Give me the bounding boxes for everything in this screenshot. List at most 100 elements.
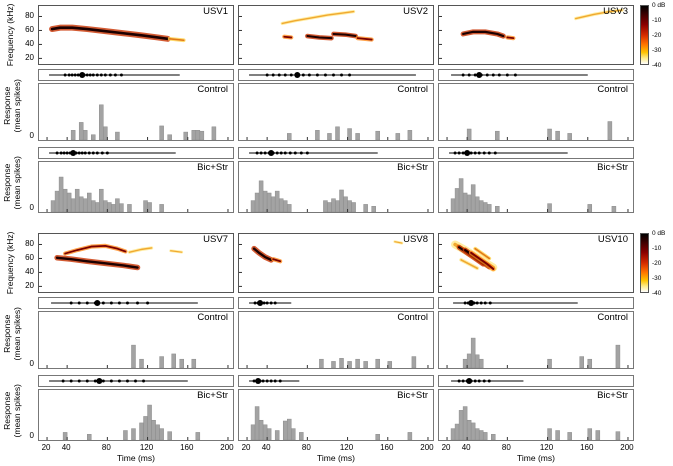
frequency-tick-marks [39, 15, 42, 59]
raster-median-dot [255, 378, 262, 384]
time-tick-marks [246, 209, 429, 212]
x-tick-label: 200 [420, 443, 434, 452]
raster-canvas [249, 300, 292, 306]
histogram-canvas [246, 356, 429, 368]
histogram-bars [70, 104, 217, 140]
x-tick-label: 80 [501, 443, 511, 452]
raster-dots [463, 300, 492, 306]
condition-label: Control [397, 84, 428, 95]
frequency-axis-label: Frequency (kHz) [5, 231, 16, 295]
raster-dots [255, 150, 309, 156]
x-tick-label: 40 [261, 443, 271, 452]
response-tick-label: 0 [29, 359, 34, 368]
bicstr-histogram-panel: Bic+Str [238, 389, 434, 441]
raster-median-dot [96, 378, 103, 384]
frequency-tick-marks [39, 243, 42, 287]
bicstr-histogram-panel: Bic+Str [438, 161, 634, 213]
frequency-tick-label: 20 [25, 53, 34, 63]
control-histogram-panel: Control [38, 311, 234, 369]
time-tick-marks [446, 137, 629, 140]
raster-canvas [249, 378, 300, 384]
control-raster-panel [438, 297, 634, 309]
control-raster-panel [238, 297, 434, 309]
control-histogram-panel: Control [438, 83, 634, 141]
usv-call-traces [460, 8, 624, 41]
frequency-tick-label: 80 [25, 239, 34, 249]
response-axis-label: Response (mean spikes) [2, 297, 23, 371]
raster-dots [63, 72, 123, 78]
raster-canvas [451, 378, 524, 384]
time-tick-marks [46, 437, 229, 440]
usv-call-traces [54, 243, 184, 271]
raster-canvas [51, 300, 198, 306]
bicstr-raster-panel [438, 375, 634, 387]
colorbar-gradient [640, 5, 649, 65]
histogram-canvas [246, 126, 429, 140]
usv-call-traces [251, 240, 404, 264]
raster-dots [265, 72, 352, 78]
raster-canvas [453, 300, 578, 306]
histogram-canvas [446, 178, 629, 212]
usv-label: USV8 [403, 234, 428, 245]
histogram-bars [462, 337, 621, 368]
raster-median-dot [70, 150, 77, 156]
usv-call-traces [49, 24, 186, 43]
colorbar-gradient [640, 233, 649, 293]
bicstr-raster-panel [238, 147, 434, 159]
usv-label: USV2 [403, 6, 428, 17]
spectrogram-canvas [239, 9, 374, 59]
bicstr-raster-panel [438, 147, 634, 159]
response-tick-label: 0 [29, 131, 34, 140]
x-tick-label: 200 [620, 443, 634, 452]
raster-canvas [249, 72, 416, 78]
histogram-canvas [446, 337, 629, 368]
raster-dots [253, 300, 277, 306]
histogram-bars [62, 404, 201, 440]
x-tick-label: 80 [101, 443, 111, 452]
usv-call-traces [451, 240, 498, 272]
histogram-bars [250, 406, 413, 440]
raster-dots [457, 378, 491, 384]
usv-label: USV1 [203, 6, 228, 17]
frequency-tick-label: 60 [25, 253, 34, 263]
bicstr-raster-panel [38, 147, 234, 159]
raster-median-dot [294, 72, 301, 78]
histogram-canvas [46, 104, 229, 140]
histogram-bars [319, 356, 417, 368]
histogram-canvas [446, 121, 629, 140]
x-tick-label: 160 [380, 443, 394, 452]
condition-label: Bic+Str [597, 162, 628, 173]
colorbar-tick-label: -10 [652, 245, 662, 252]
response-axis-label-line2: (mean spikes) [12, 79, 22, 133]
raster-dots [69, 300, 150, 306]
usv-block-top: Frequency (kHz) Response (mean spikes) R… [0, 2, 673, 237]
usv-call-traces [280, 9, 374, 42]
condition-label: Bic+Str [197, 162, 228, 173]
usv-label: USV7 [203, 234, 228, 245]
control-raster-panel [238, 69, 434, 81]
x-tick-label: 160 [180, 443, 194, 452]
control-histogram-panel: Control [238, 311, 434, 369]
raster-canvas [49, 150, 176, 156]
condition-label: Bic+Str [397, 162, 428, 173]
spectrogram-canvas [39, 15, 186, 59]
usv-label: USV3 [603, 6, 628, 17]
spectrogram-canvas [239, 240, 404, 287]
frequency-tick-marks [439, 15, 442, 59]
spectrogram-panel: USV2 [238, 5, 434, 65]
raster-median-dot [464, 150, 471, 156]
response-axis-label-line2: (mean spikes) [12, 384, 22, 438]
response-axis-label-line2: (mean spikes) [12, 156, 22, 210]
spectrogram-canvas [439, 8, 624, 59]
condition-label: Bic+Str [197, 390, 228, 401]
frequency-tick-marks [239, 243, 242, 287]
histogram-bars [450, 406, 621, 440]
control-histogram-panel: Control [438, 311, 634, 369]
colorbar-tick-label: -30 [652, 47, 662, 54]
raster-canvas [451, 72, 588, 78]
x-tick-label: 40 [61, 443, 71, 452]
raster-dots [453, 150, 497, 156]
time-tick-marks [446, 209, 629, 212]
colorbar-tick-label: -40 [652, 62, 662, 69]
